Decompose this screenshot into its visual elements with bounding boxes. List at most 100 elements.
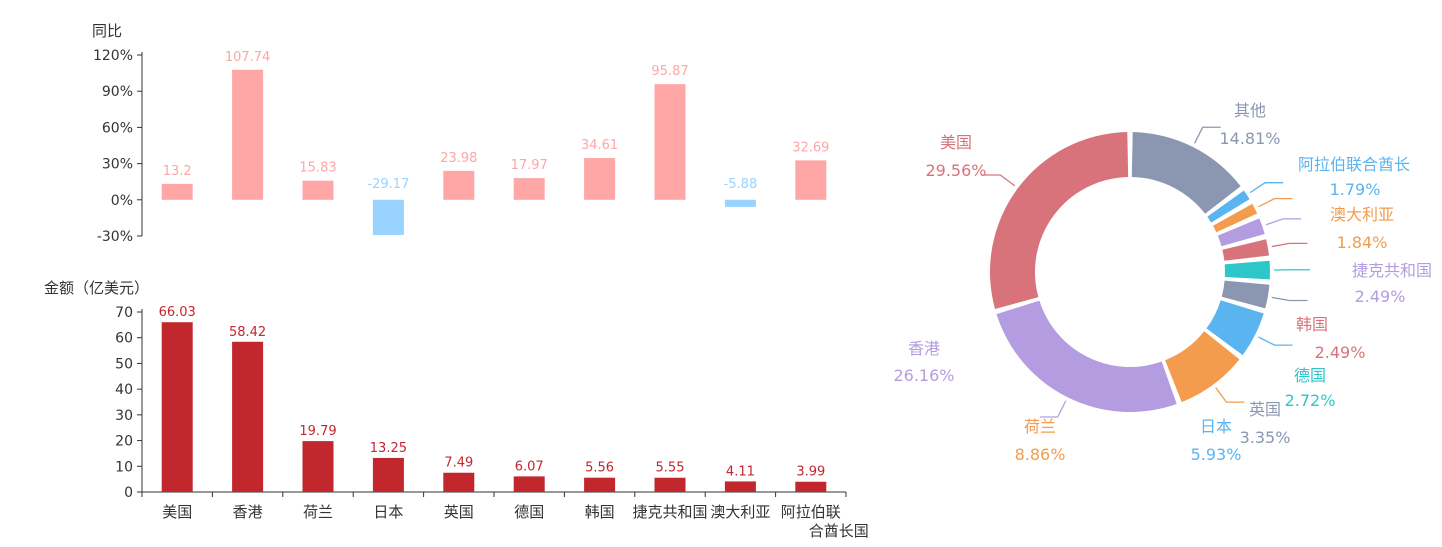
- x-tick-label-line: 合酋长国: [809, 522, 869, 540]
- donut-slice: [1131, 132, 1241, 214]
- bar: [161, 322, 193, 492]
- slice-label: 荷兰: [1024, 417, 1056, 436]
- x-tick-label-line: 美国: [162, 503, 192, 521]
- slice-percent: 2.49%: [1315, 343, 1366, 362]
- slice-label: 阿拉伯联合酋长: [1298, 155, 1410, 174]
- slice-percent: 29.56%: [925, 161, 986, 180]
- x-tick-label: 荷兰: [303, 503, 333, 521]
- donut-slice: [1217, 218, 1265, 247]
- y-tick-label: -30%: [97, 229, 133, 245]
- slice-label: 英国: [1249, 400, 1281, 419]
- y-axis-title: 同比: [92, 22, 122, 40]
- bar: [724, 481, 756, 492]
- slice-label: 韩国: [1296, 315, 1328, 334]
- bar-value-label: 5.55: [656, 461, 685, 476]
- leader-line: [1258, 336, 1293, 346]
- slice-percent: 1.84%: [1337, 233, 1388, 252]
- x-tick-label-line: 德国: [514, 503, 544, 521]
- bar: [513, 476, 545, 492]
- slice-label: 其他: [1234, 101, 1266, 120]
- donut-slice: [996, 300, 1177, 412]
- y-tick-label: 0%: [111, 193, 133, 209]
- bar-value-label: 6.07: [515, 459, 544, 474]
- bar-value-label: 15.83: [299, 161, 336, 176]
- slice-percent: 1.79%: [1330, 180, 1381, 199]
- x-tick-label-line: 阿拉伯联: [781, 503, 841, 521]
- x-tick-label: 捷克共和国: [632, 503, 707, 521]
- leader-line: [1194, 126, 1221, 144]
- leader-line: [1258, 197, 1293, 208]
- x-tick-label-line: 日本: [373, 503, 403, 521]
- slice-percent: 14.81%: [1219, 129, 1280, 148]
- bar: [654, 84, 686, 200]
- yoy-bar-chart: 120% 90% 60% 30% 0% -30% 同比 13.2 107.74 15.83 -29.…: [92, 22, 829, 245]
- y-tick-label: 30: [115, 408, 133, 424]
- x-tick-label: 澳大利亚: [710, 503, 770, 521]
- bar-value-label: 95.87: [651, 64, 688, 79]
- bar-value-label: 32.69: [792, 140, 829, 155]
- bar: [724, 199, 756, 207]
- bar-value-label: 17.97: [511, 158, 548, 173]
- bar: [232, 341, 264, 492]
- bar: [302, 180, 334, 200]
- leader-line: [1265, 218, 1302, 226]
- bar: [584, 477, 616, 492]
- slice-percent: 5.93%: [1191, 445, 1242, 464]
- donut-slice: [1206, 300, 1264, 356]
- bar-value-label: 13.25: [370, 441, 407, 456]
- bar: [513, 178, 545, 200]
- bar: [302, 441, 334, 492]
- bar: [372, 199, 404, 235]
- bar-value-label: 107.74: [225, 50, 271, 65]
- bar-value-label: 3.99: [796, 465, 825, 480]
- x-tick-label-line: 澳大利亚: [710, 503, 770, 521]
- leader-line: [1039, 400, 1067, 418]
- bar-value-label: 13.2: [163, 164, 192, 179]
- x-tick-label-line: 捷克共和国: [632, 503, 707, 521]
- donut-slice: [1207, 190, 1250, 223]
- y-tick-label: 120%: [93, 48, 133, 64]
- bar: [654, 477, 686, 492]
- y-tick-label: 90%: [102, 84, 133, 100]
- y-tick-label: 40: [115, 382, 133, 398]
- donut-slice: [1222, 239, 1270, 261]
- x-tick-label: 香港: [233, 503, 263, 521]
- bar: [372, 457, 404, 492]
- bar-value-label: 19.79: [299, 424, 336, 439]
- slice-percent: 2.49%: [1355, 287, 1406, 306]
- slice-label: 美国: [940, 133, 972, 152]
- bar: [795, 481, 827, 492]
- y-tick-label: 30%: [102, 157, 133, 173]
- slice-label: 德国: [1294, 366, 1326, 385]
- y-tick-label: 60%: [102, 120, 133, 136]
- slice-percent: 3.35%: [1240, 428, 1291, 447]
- bar-value-label: 5.56: [585, 461, 614, 476]
- leader-line: [1271, 242, 1308, 248]
- y-tick-label: 60: [115, 331, 133, 347]
- x-tick-label-line: 英国: [444, 503, 474, 521]
- slice-label: 香港: [908, 339, 940, 358]
- donut-slice: [1224, 260, 1270, 280]
- y-tick-label: 0: [124, 485, 133, 501]
- bar-value-label: 7.49: [444, 456, 473, 471]
- bar: [443, 472, 475, 492]
- amount-bar-chart: 70 60 50 40 30 20 10 0 金额（亿美元） 66.03 58.42 19.79 13.…: [44, 279, 869, 540]
- bar-value-label: -29.17: [367, 177, 409, 192]
- bar-value-label: 23.98: [440, 151, 477, 166]
- bar-value-label: 66.03: [159, 305, 196, 320]
- y-tick-label: 20: [115, 434, 133, 450]
- x-tick-label-line: 香港: [233, 503, 263, 521]
- y-tick-label: 10: [115, 459, 133, 475]
- y-tick-label: 50: [115, 356, 133, 372]
- x-tick-label: 日本: [373, 503, 403, 521]
- bar-value-label: 58.42: [229, 325, 266, 340]
- y-tick-label: 70: [115, 305, 133, 321]
- slice-percent: 26.16%: [893, 366, 954, 385]
- leader-line: [1249, 182, 1284, 194]
- bar: [795, 160, 827, 200]
- bar: [161, 183, 193, 200]
- bar-value-label: -5.88: [724, 177, 758, 192]
- donut-slice: [1165, 331, 1240, 403]
- leader-line: [1215, 387, 1245, 403]
